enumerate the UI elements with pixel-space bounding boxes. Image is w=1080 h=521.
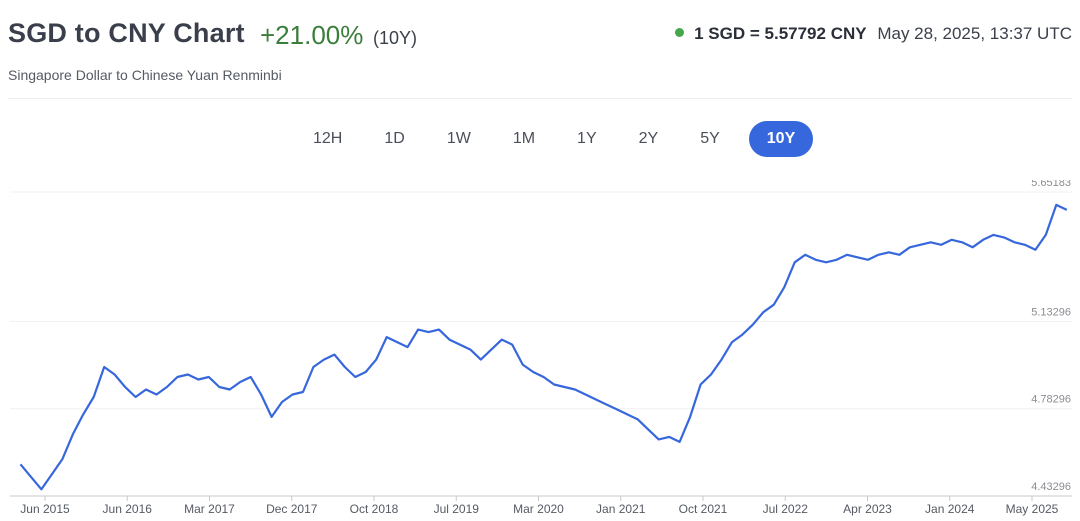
tab-2y[interactable]: 2Y [638, 130, 659, 147]
x-tick-label: Jul 2022 [763, 502, 809, 516]
rate-value: 1 SGD = 5.57792 CNY [694, 24, 867, 43]
exchange-rate-chart: 5.65183 5.13296 4.78296 4.43296 Jun 2015 Jun … [10, 180, 1072, 516]
change-period: (10Y) [373, 28, 418, 48]
rate-timestamp: May 28, 2025, 13:37 UTC [877, 24, 1072, 43]
y-tick-label: 5.13296 [1031, 306, 1071, 318]
tab-12h[interactable]: 12H [313, 130, 343, 147]
header: SGD to CNY Chart +21.00% (10Y) Singapore… [8, 18, 1072, 88]
x-tick-label: Jun 2016 [103, 502, 153, 516]
tab-1w[interactable]: 1W [446, 130, 471, 147]
x-tick-label: Jun 2015 [20, 502, 70, 516]
y-tick-label: 4.78296 [1031, 394, 1071, 406]
live-status-dot-icon [675, 28, 685, 37]
range-tabs: 12H 1D 1W 1M 1Y 2Y 5Y 10Y [300, 121, 829, 157]
x-tick-label: Mar 2020 [513, 502, 564, 516]
series-line [19, 203, 1068, 491]
x-tick-label: Oct 2018 [350, 502, 399, 516]
x-tick-label: Oct 2021 [679, 502, 728, 516]
y-tick-label: 4.43296 [1031, 481, 1071, 493]
page-title: SGD to CNY Chart [8, 18, 245, 48]
x-tick-label: Mar 2017 [184, 502, 235, 516]
live-rate: 1 SGD = 5.57792 CNY May 28, 2025, 13:37 … [675, 24, 1072, 44]
header-divider [8, 98, 1072, 99]
tab-1m[interactable]: 1M [512, 130, 536, 147]
x-tick-label: Jan 2021 [596, 502, 646, 516]
tab-10y[interactable]: 10Y [748, 121, 814, 157]
x-tick-label: Jul 2019 [434, 502, 480, 516]
x-tick-label: Apr 2023 [843, 502, 892, 516]
percent-change: +21.00% [260, 20, 364, 50]
y-tick-label: 5.65183 [1031, 180, 1071, 189]
tab-1d[interactable]: 1D [384, 130, 405, 147]
tab-1y[interactable]: 1Y [577, 130, 597, 147]
x-tick-label: Dec 2017 [266, 502, 318, 516]
x-tick-label: May 2025 [1006, 502, 1059, 516]
tab-5y[interactable]: 5Y [700, 130, 720, 147]
page-subtitle: Singapore Dollar to Chinese Yuan Renminb… [8, 67, 282, 83]
x-tick-label: Jan 2024 [925, 502, 975, 516]
